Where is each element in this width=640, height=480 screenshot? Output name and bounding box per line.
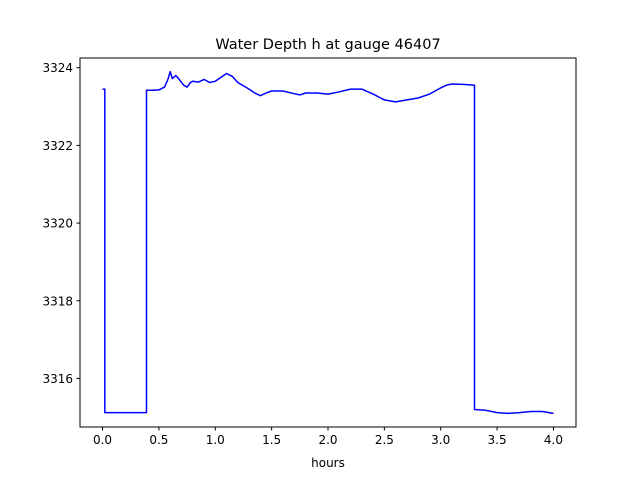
x-tick-label: 4.0 [544,433,563,447]
y-tick-label: 3316 [42,372,73,386]
plot-frame [79,57,577,428]
x-tick-label: 2.0 [318,433,337,447]
x-axis-label: hours [311,456,345,470]
x-tick-label: 2.5 [375,433,394,447]
x-tick-label: 3.5 [488,433,507,447]
y-tick-label: 3324 [42,61,73,75]
x-tick-label: 1.5 [262,433,281,447]
y-tick-label: 3318 [42,294,73,308]
x-tick-label: 0.5 [149,433,168,447]
series-line [102,70,554,415]
y-tick-label: 3320 [42,217,73,231]
x-axis: 0.0 0.5 1.0 1.5 2.0 2.5 3.0 3.5 4.0 [93,427,563,447]
x-tick-label: 0.0 [93,433,112,447]
chart-title: Water Depth h at gauge 46407 [215,37,440,53]
x-tick-label: 1.0 [206,433,225,447]
x-tick-label: 3.0 [431,433,450,447]
y-tick-label: 3322 [42,139,73,153]
plot-area [102,70,554,415]
y-axis: 3316 3318 3320 3322 3324 [42,61,80,386]
